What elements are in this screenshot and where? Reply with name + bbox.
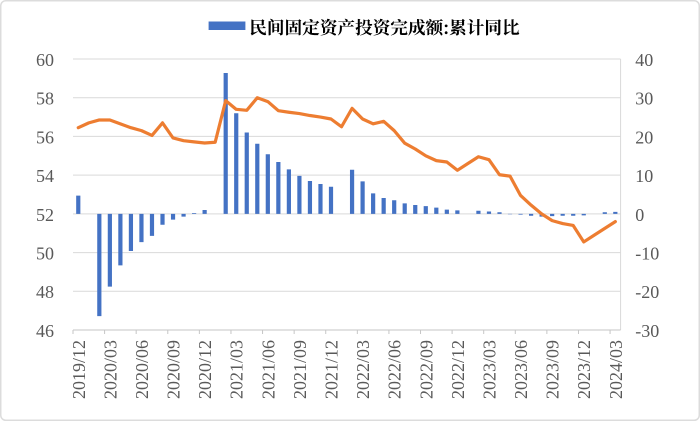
svg-text:-20: -20 (635, 282, 659, 302)
svg-text:2021/03: 2021/03 (227, 340, 247, 399)
svg-text:2023/06: 2023/06 (511, 340, 531, 399)
svg-text:2023/12: 2023/12 (574, 340, 594, 399)
svg-text:2022/06: 2022/06 (385, 340, 405, 399)
svg-text:-10: -10 (635, 243, 659, 263)
svg-text:50: 50 (36, 243, 54, 263)
svg-text:2022/03: 2022/03 (353, 340, 373, 399)
svg-text:20: 20 (635, 127, 653, 147)
svg-text:10: 10 (635, 166, 653, 186)
svg-text:2023/03: 2023/03 (479, 340, 499, 399)
svg-text:30: 30 (635, 89, 653, 109)
svg-text:2020/03: 2020/03 (100, 340, 120, 399)
svg-text:2020/06: 2020/06 (132, 340, 152, 399)
svg-text:52: 52 (36, 205, 54, 225)
svg-text:2021/06: 2021/06 (258, 340, 278, 399)
svg-text:2022/12: 2022/12 (448, 340, 468, 399)
svg-text:40: 40 (635, 50, 653, 70)
svg-text:2020/12: 2020/12 (195, 340, 215, 399)
svg-text:2022/09: 2022/09 (416, 340, 436, 399)
svg-text:60: 60 (36, 50, 54, 70)
svg-text:54: 54 (36, 166, 54, 186)
svg-text:2020/09: 2020/09 (164, 340, 184, 399)
svg-text:-30: -30 (635, 321, 659, 341)
svg-text:2024/03: 2024/03 (606, 340, 626, 399)
svg-text:2019/12: 2019/12 (69, 340, 89, 399)
svg-text:46: 46 (36, 321, 54, 341)
svg-text:2023/09: 2023/09 (543, 340, 563, 399)
svg-text:56: 56 (36, 127, 54, 147)
svg-text:48: 48 (36, 282, 54, 302)
svg-text:58: 58 (36, 89, 54, 109)
svg-text:2021/12: 2021/12 (322, 340, 342, 399)
svg-text:2021/09: 2021/09 (290, 340, 310, 399)
svg-text:0: 0 (635, 205, 644, 225)
